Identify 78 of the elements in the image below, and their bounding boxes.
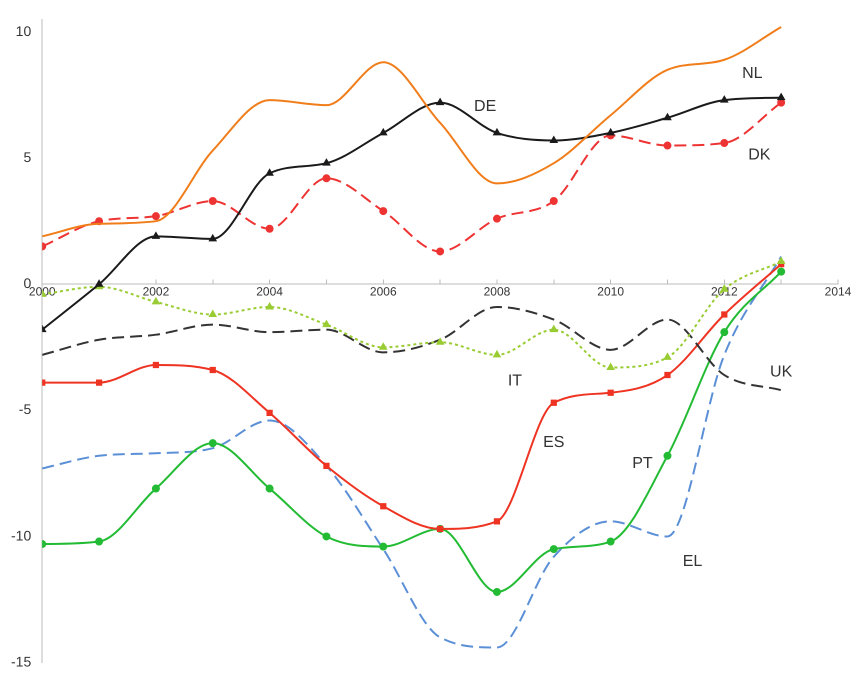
point: [322, 159, 330, 166]
point: [95, 538, 104, 546]
series-label: PT: [632, 455, 653, 472]
point: [493, 350, 501, 358]
y-tick-label: -5: [18, 401, 32, 418]
point: [152, 212, 160, 220]
point: [152, 298, 160, 304]
point: [266, 302, 274, 310]
point: [95, 280, 103, 287]
point: [266, 484, 274, 493]
x-tick-label: 2010: [597, 284, 624, 299]
point: [550, 197, 558, 206]
point: [152, 484, 160, 493]
point: [607, 363, 614, 370]
point: [96, 380, 102, 386]
line-series: [42, 26, 782, 238]
y-tick-label: -15: [11, 653, 32, 670]
x-tick-label: 2008: [484, 284, 511, 299]
x-tick-label: 2006: [370, 284, 397, 299]
point: [208, 439, 217, 448]
point: [664, 114, 672, 120]
point: [492, 588, 501, 596]
point: [720, 328, 728, 336]
point: [550, 545, 558, 554]
x-tick-label: 2002: [142, 284, 170, 299]
point: [436, 98, 444, 106]
point: [493, 128, 501, 136]
point: [777, 268, 786, 276]
series-label: NL: [742, 65, 763, 82]
x-tick-label: 2014: [824, 284, 852, 299]
point: [664, 372, 671, 378]
point: [380, 503, 386, 510]
point: [436, 338, 444, 345]
point: [607, 128, 614, 136]
point: [550, 136, 558, 143]
point: [380, 343, 387, 350]
series-label: DK: [748, 146, 771, 164]
point: [379, 207, 388, 216]
series-label: DE: [474, 98, 496, 116]
point: [152, 362, 160, 368]
point: [663, 142, 672, 150]
point: [208, 197, 217, 206]
x-tick-label: 2004: [256, 284, 284, 299]
point: [778, 94, 785, 100]
point: [266, 169, 274, 176]
point: [322, 174, 330, 182]
y-tick-label: 5: [23, 148, 32, 165]
point: [550, 326, 558, 332]
point: [721, 311, 728, 318]
point: [663, 452, 672, 460]
point: [266, 410, 273, 416]
point: [209, 234, 216, 242]
point: [778, 258, 785, 264]
point: [436, 247, 444, 256]
point: [550, 400, 557, 406]
point: [664, 353, 672, 360]
series-label: UK: [770, 364, 793, 381]
y-tick-label: 0: [23, 275, 32, 292]
point: [209, 310, 216, 318]
series-label: EL: [682, 552, 702, 570]
point: [720, 96, 728, 103]
point: [266, 224, 274, 233]
series-label: ES: [543, 434, 564, 452]
point: [608, 390, 614, 396]
point: [720, 138, 728, 147]
point: [210, 366, 216, 374]
point: [322, 532, 330, 540]
point: [322, 320, 330, 328]
point: [492, 214, 501, 223]
y-tick-label: 10: [16, 22, 32, 39]
point: [152, 232, 160, 239]
series-label: IT: [508, 372, 522, 390]
point: [380, 128, 387, 136]
point: [494, 518, 500, 524]
point: [323, 462, 330, 469]
point: [606, 538, 615, 546]
y-tick-label: -10: [11, 527, 32, 544]
point: [379, 542, 388, 551]
